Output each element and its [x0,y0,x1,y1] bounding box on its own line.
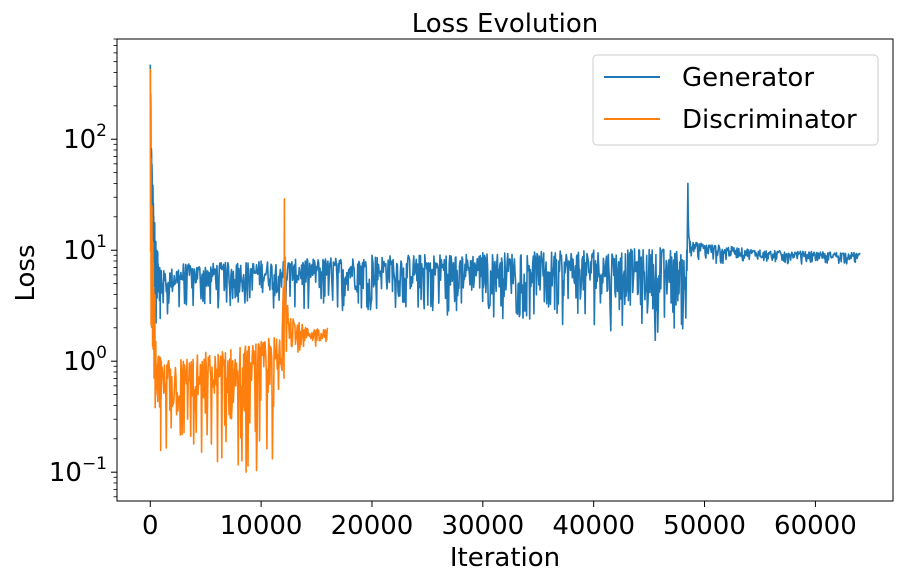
legend-label-discriminator: Discriminator [682,105,857,135]
x-tick-label: 10000 [220,511,303,541]
chart-title: Loss Evolution [412,9,599,39]
legend-label-generator: Generator [682,63,814,93]
series-line-generator [149,64,861,342]
x-axis-label: Iteration [450,543,560,573]
y-axis-label: Loss [11,244,41,301]
y-tick-label: 10−1 [49,454,107,488]
legend: Generator Discriminator [592,54,879,146]
x-tick-label: 30000 [441,511,524,541]
x-tick-label: 60000 [774,511,857,541]
y-tick-label: 102 [63,121,107,155]
y-tick-label: 101 [63,232,107,266]
plot-frame [116,38,894,502]
series-line-discriminator [149,68,329,473]
x-tick-label: 0 [142,511,159,541]
series-layer [149,64,861,473]
y-tick-label: 100 [63,343,107,377]
x-axis: 0 10000 20000 30000 40000 50000 60000 [142,501,857,541]
legend-box [592,54,879,146]
y-axis: 10−1 100 101 102 [49,38,117,498]
x-tick-label: 20000 [331,511,414,541]
x-tick-label: 50000 [663,511,746,541]
x-tick-label: 40000 [552,511,635,541]
